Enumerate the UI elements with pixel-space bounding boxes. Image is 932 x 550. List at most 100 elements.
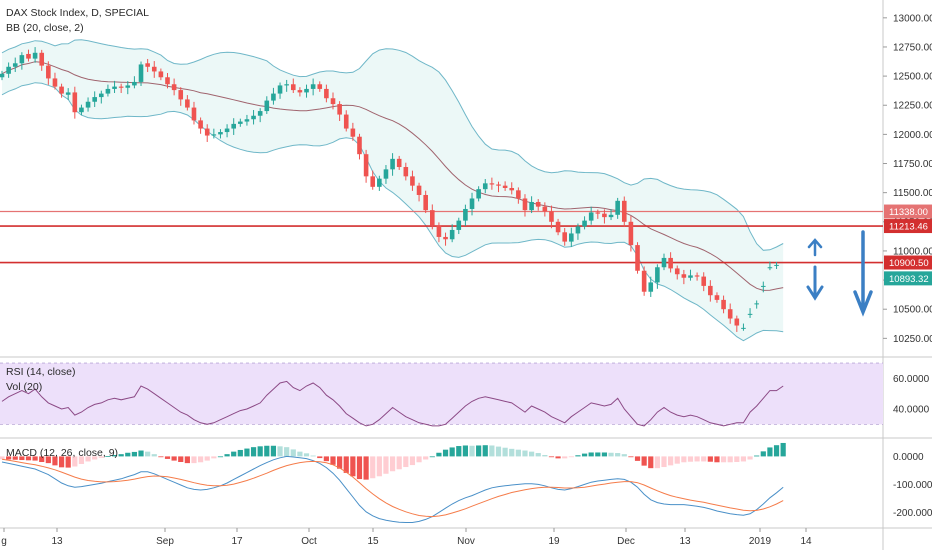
macd-histogram-bar: [6, 456, 12, 460]
candle-body: [112, 86, 117, 89]
macd-histogram-bar: [52, 456, 58, 466]
macd-histogram-bar: [747, 456, 753, 460]
time-axis-label: 14: [800, 536, 812, 547]
candle-body: [734, 318, 740, 326]
macd-histogram-bar: [158, 456, 164, 458]
volume-label: Vol (20): [6, 381, 43, 393]
macd-histogram-bar: [548, 456, 555, 458]
candle-body: [297, 90, 303, 93]
macd-histogram-bar: [568, 456, 574, 458]
macd-histogram-bar: [476, 445, 482, 457]
macd-histogram-bar: [396, 456, 402, 470]
macd-label: MACD (12, 26, close, 9): [6, 447, 119, 459]
macd-histogram-bar: [376, 456, 382, 477]
macd-histogram-bar: [687, 456, 694, 462]
macd-histogram-bar: [85, 456, 91, 462]
candle-body: [502, 185, 508, 188]
candle-body: [469, 198, 475, 209]
candle-body: [767, 267, 773, 269]
candle-body: [290, 84, 296, 91]
macd-histogram-bar: [720, 456, 727, 463]
candle-body: [595, 212, 601, 214]
candle-body: [509, 187, 515, 191]
candle-body: [350, 128, 356, 137]
macd-histogram-bar: [429, 456, 435, 458]
candle-body: [635, 245, 640, 271]
candle-body: [85, 101, 91, 108]
candle-body: [363, 154, 369, 177]
macd-histogram-bar: [370, 456, 376, 479]
candle-body: [655, 267, 660, 283]
macd-histogram-bar: [707, 456, 713, 462]
time-axis-label: 15: [367, 536, 379, 547]
macd-histogram-bar: [356, 456, 363, 480]
candle-body: [628, 221, 634, 246]
time-axis-label: 2019: [749, 536, 772, 547]
macd-histogram-bar: [780, 442, 786, 457]
macd-histogram-bar: [297, 451, 303, 457]
macd-histogram-bar: [25, 456, 32, 461]
candle-body: [343, 114, 349, 129]
candle-body: [496, 184, 501, 186]
macd-histogram-bar: [595, 452, 601, 457]
candle-body: [118, 86, 124, 88]
macd-histogram-bar: [277, 446, 283, 457]
macd-histogram-bar: [231, 451, 237, 457]
candle-body: [390, 158, 395, 170]
candle-body: [178, 90, 184, 100]
candle-body: [555, 221, 561, 233]
candle-body: [92, 97, 97, 102]
time-axis-label: 13: [679, 536, 691, 547]
candle-body: [436, 225, 442, 237]
candle-body: [59, 86, 64, 94]
price-axis-label: 10500.00: [893, 305, 932, 316]
macd-histogram-bar: [522, 450, 528, 457]
candle-body: [19, 55, 25, 64]
bollinger-band-fill: [2, 39, 784, 341]
candle-body: [191, 107, 197, 121]
macd-histogram-bar: [323, 456, 329, 462]
macd-histogram-bar: [145, 451, 151, 457]
macd-histogram-bar: [562, 456, 568, 459]
candle-body: [727, 309, 733, 319]
candle-body: [588, 212, 594, 221]
macd-histogram-bar: [244, 448, 250, 457]
macd-histogram-bar: [389, 456, 396, 472]
macd-histogram-bar: [694, 456, 700, 462]
macd-histogram-bar: [416, 456, 422, 463]
price-axis-label: 13000.00: [893, 13, 932, 24]
macd-histogram-bar: [681, 456, 687, 463]
price-level-tag: [884, 219, 932, 234]
candle-body: [26, 53, 31, 59]
candle-body: [198, 120, 203, 129]
bollinger-lower-band: [1, 82, 784, 342]
candle-body: [132, 81, 137, 86]
macd-histogram-bar: [330, 456, 336, 465]
candle-body: [396, 158, 402, 168]
candle-body: [264, 100, 270, 112]
macd-histogram-bar: [529, 451, 535, 457]
macd-histogram-bar: [350, 456, 356, 477]
macd-histogram-bar: [98, 456, 104, 458]
macd-histogram-bar: [754, 455, 760, 457]
candle-body: [535, 201, 541, 207]
macd-histogram-bar: [727, 456, 733, 463]
macd-histogram-bar: [65, 456, 71, 468]
price-axis-label: 11000.00: [893, 246, 932, 257]
macd-histogram-bar: [178, 456, 184, 462]
candle-body: [271, 93, 276, 101]
macd-histogram-bar: [290, 449, 296, 457]
macd-histogram-bar: [224, 454, 230, 457]
price-level-tag: [884, 255, 932, 270]
macd-histogram-bar: [403, 456, 409, 468]
macd-axis-label: -100.0000: [893, 480, 932, 491]
macd-histogram-bar: [509, 448, 515, 457]
candle-body: [79, 107, 84, 113]
macd-histogram-bar: [211, 456, 217, 459]
candle-body: [46, 65, 51, 79]
candle-body: [714, 295, 720, 300]
candle-body: [211, 134, 217, 136]
candle-body: [403, 167, 409, 177]
time-axis-label: Dec: [617, 536, 635, 547]
macd-histogram-bar: [462, 445, 468, 457]
